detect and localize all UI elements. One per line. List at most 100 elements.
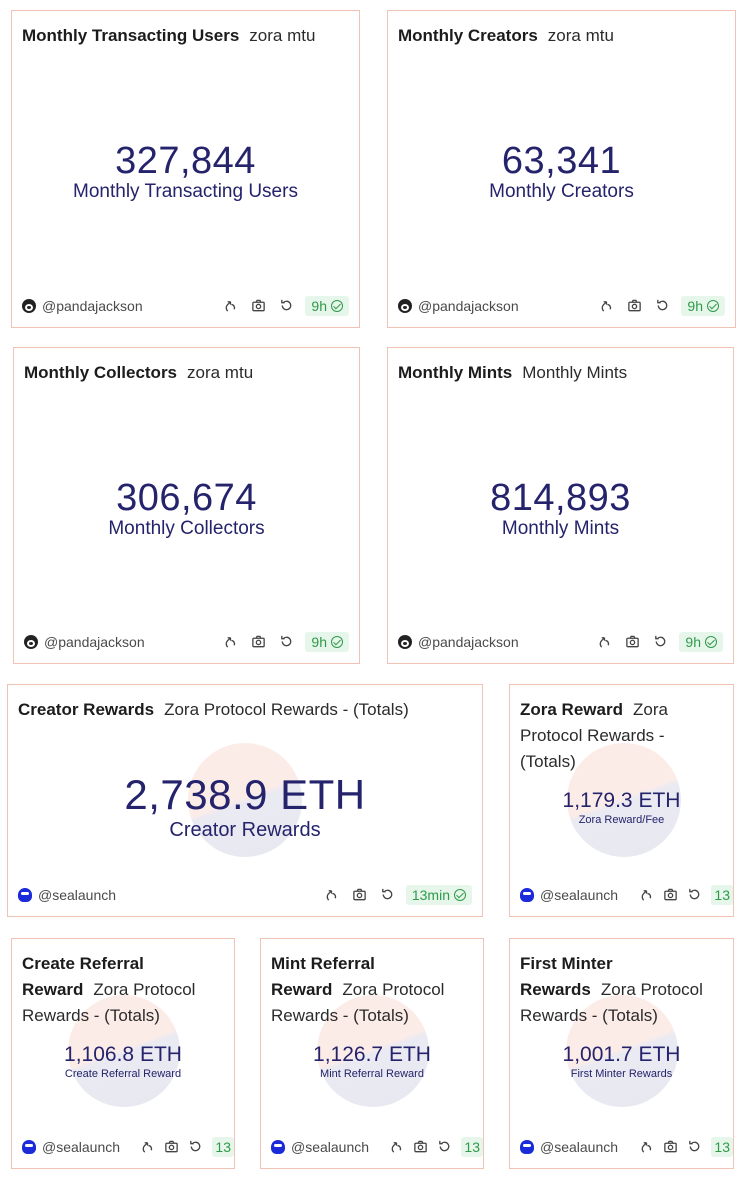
camera-icon[interactable] — [352, 887, 368, 903]
avatar[interactable] — [22, 1140, 36, 1154]
refresh-icon[interactable] — [655, 298, 671, 314]
card-zora-reward: Zora Reward Zora Protocol Rewards - (Tota… — [509, 684, 734, 917]
avatar[interactable] — [22, 299, 36, 313]
counter-value: 814,893 — [490, 477, 631, 519]
card-title-sub: (Totals) — [520, 752, 576, 771]
refresh-icon[interactable] — [279, 634, 295, 650]
author-handle[interactable]: @sealaunch — [540, 1139, 619, 1155]
camera-icon[interactable] — [251, 634, 267, 650]
freshness-badge: 9h — [305, 296, 349, 316]
freshness-badge: 9h — [679, 632, 723, 652]
author-handle[interactable]: @pandajackson — [418, 634, 519, 650]
share-icon[interactable] — [389, 1139, 405, 1155]
counter-label: Mint Referral Reward — [320, 1068, 424, 1080]
share-icon[interactable] — [597, 634, 613, 650]
freshness-text: 13 — [714, 1139, 730, 1155]
freshness-badge: 9h — [681, 296, 725, 316]
camera-icon[interactable] — [251, 298, 267, 314]
avatar[interactable] — [18, 888, 32, 902]
card-title-main: Reward — [22, 980, 84, 999]
freshness-badge: 13 — [711, 885, 733, 905]
counter: 1,001.7 ETH First Minter Rewards — [510, 1043, 733, 1081]
author-handle[interactable]: @pandajackson — [42, 298, 143, 314]
card-title: Create Referral Reward Zora Protocol Rewa… — [22, 951, 195, 1029]
pie-chart-backdrop — [566, 995, 678, 1107]
card-title-main: Rewards — [520, 980, 591, 999]
card-title-sub: Zora Protocol Rewards - (Totals) — [164, 700, 409, 719]
check-circle-icon — [707, 300, 719, 312]
avatar[interactable] — [520, 888, 534, 902]
card-create-referral-reward: Create Referral Reward Zora Protocol Rewa… — [11, 938, 235, 1169]
share-icon[interactable] — [223, 634, 239, 650]
counter: 2,738.9 ETH Creator Rewards — [8, 773, 482, 843]
author-handle[interactable]: @sealaunch — [291, 1139, 370, 1155]
share-icon[interactable] — [639, 1139, 655, 1155]
card-title-main: Monthly Creators — [398, 26, 538, 45]
check-circle-icon — [705, 636, 717, 648]
share-icon[interactable] — [223, 298, 239, 314]
card-title-sub: Protocol Rewards - — [520, 726, 665, 745]
avatar[interactable] — [24, 635, 38, 649]
counter: 814,893 Monthly Mints — [388, 478, 733, 540]
refresh-icon[interactable] — [687, 887, 703, 903]
card-title-sub: Rewards - (Totals) — [271, 1006, 409, 1025]
card-title-sub: Zora Protocol — [342, 980, 445, 999]
freshness-text: 13 — [215, 1139, 231, 1155]
counter-value: 63,341 — [501, 140, 622, 182]
card-title-sub: Monthly Mints — [522, 363, 628, 382]
card-footer: @pandajackson 9h — [22, 295, 349, 317]
card-monthly-mints: Monthly Mints Monthly Mints 814,893 Month… — [387, 347, 734, 664]
camera-icon[interactable] — [164, 1139, 180, 1155]
refresh-icon[interactable] — [380, 887, 396, 903]
card-title-sub: zora mtu — [249, 26, 316, 45]
camera-icon[interactable] — [625, 634, 641, 650]
pie-chart-backdrop — [567, 743, 681, 857]
camera-icon[interactable] — [627, 298, 643, 314]
card-title-main: Creator Rewards — [18, 700, 155, 719]
freshness-text: 13 — [464, 1139, 480, 1155]
avatar[interactable] — [398, 299, 412, 313]
counter-value: 1,001.7 ETH — [562, 1043, 681, 1066]
camera-icon[interactable] — [663, 1139, 679, 1155]
share-icon[interactable] — [140, 1139, 156, 1155]
freshness-badge: 13 — [212, 1137, 234, 1157]
freshness-text: 9h — [311, 298, 327, 314]
share-icon[interactable] — [639, 887, 655, 903]
author-handle[interactable]: @pandajackson — [44, 634, 145, 650]
counter-label: Creator Rewards — [169, 819, 321, 841]
author-handle[interactable]: @pandajackson — [418, 298, 519, 314]
share-icon[interactable] — [324, 887, 340, 903]
refresh-icon[interactable] — [653, 634, 669, 650]
check-circle-icon — [454, 889, 466, 901]
share-icon[interactable] — [599, 298, 615, 314]
card-footer: @sealaunch 13 — [520, 884, 733, 906]
freshness-badge: 13 — [461, 1137, 483, 1157]
counter: 1,179.3 ETH Zora Reward/Fee — [510, 789, 733, 827]
card-title-main: Mint Referral — [271, 954, 375, 973]
counter-label: Zora Reward/Fee — [578, 814, 665, 826]
avatar[interactable] — [271, 1140, 285, 1154]
author-handle[interactable]: @sealaunch — [42, 1139, 121, 1155]
counter-label: Monthly Mints — [501, 518, 620, 539]
card-title-main: Monthly Transacting Users — [22, 26, 240, 45]
freshness-badge: 9h — [305, 632, 349, 652]
card-title: Zora Reward Zora Protocol Rewards - (Tota… — [520, 697, 668, 775]
camera-icon[interactable] — [663, 887, 679, 903]
card-monthly-transacting-users: Monthly Transacting Users zora mtu 327,84… — [11, 10, 360, 328]
author-handle[interactable]: @sealaunch — [38, 887, 117, 903]
card-title-sub: Rewards - (Totals) — [520, 1006, 658, 1025]
avatar[interactable] — [520, 1140, 534, 1154]
refresh-icon[interactable] — [437, 1139, 453, 1155]
camera-icon[interactable] — [413, 1139, 429, 1155]
author-handle[interactable]: @sealaunch — [540, 887, 619, 903]
card-title-main: Reward — [271, 980, 333, 999]
refresh-icon[interactable] — [188, 1139, 204, 1155]
avatar[interactable] — [398, 635, 412, 649]
counter-value: 1,179.3 ETH — [562, 789, 681, 812]
pie-chart-backdrop — [188, 743, 302, 857]
card-title-main: First Minter — [520, 954, 613, 973]
card-footer: @sealaunch 13min — [18, 884, 472, 906]
refresh-icon[interactable] — [687, 1139, 703, 1155]
refresh-icon[interactable] — [279, 298, 295, 314]
card-mint-referral-reward: Mint Referral Reward Zora Protocol Reward… — [260, 938, 484, 1169]
